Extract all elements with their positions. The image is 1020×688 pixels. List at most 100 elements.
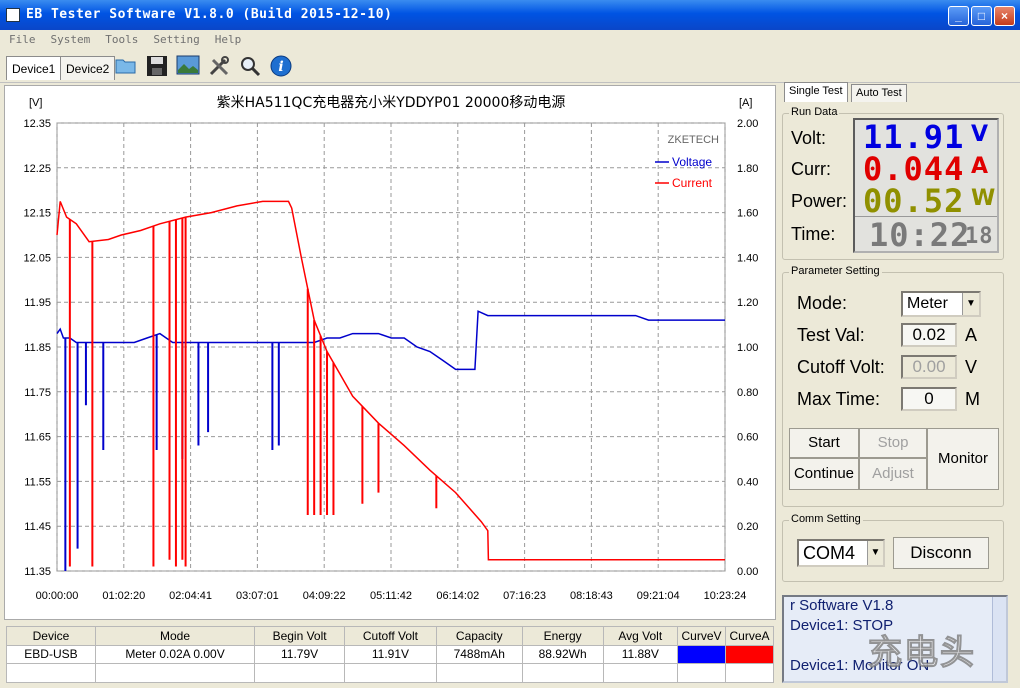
tab-device2[interactable]: Device2 [60,56,116,80]
x-tick-label: 10:23:24 [704,590,747,602]
stop-button[interactable]: Stop [859,428,927,458]
cell-capacity: 7488mAh [435,644,523,665]
curve-v-swatch[interactable] [677,644,726,665]
test-val-input[interactable]: 0.02 [901,323,957,347]
start-button[interactable]: Start [789,428,859,458]
save-icon[interactable] [145,55,169,79]
cell-energy: 88.92Wh [521,644,604,665]
time-label: Time: [791,224,836,244]
table-row [6,663,774,683]
disconnect-button[interactable]: Disconn [893,537,989,569]
log-scrollbar[interactable] [992,597,1006,681]
curve-a-swatch[interactable] [725,644,774,665]
cell-avg-volt: 11.88V [602,644,679,665]
col-curve-a: CurveA [725,626,774,646]
chevron-down-icon[interactable]: ▼ [962,293,979,315]
y2-tick-label: 1.60 [737,208,758,220]
window-title: EB Tester Software V1.8.0 (Build 2015-12… [26,7,393,22]
x-tick-label: 00:00:00 [36,590,79,602]
continue-button[interactable]: Continue [789,458,859,490]
legend-label-voltage: Voltage [672,155,712,169]
x-tick-label: 09:21:04 [637,590,680,602]
x-tick-label: 07:16:23 [503,590,546,602]
log-panel[interactable]: r Software V1.8 Device1: STOP Device1: M… [782,595,1008,683]
time-seconds: 18 [965,224,994,249]
info-icon[interactable]: i [269,55,293,79]
max-time-label: Max Time: [797,389,881,409]
cutoff-volt-unit: V [965,357,978,377]
tools-icon[interactable] [207,55,231,79]
chart-title: 紫米HA511QC充电器充小米YDDYP01 20000移动电源 [217,95,566,111]
x-tick-label: 02:04:41 [169,590,212,602]
curr-unit: A [971,154,989,179]
tab-single-test[interactable]: Single Test [784,82,848,102]
max-time-input[interactable]: 0 [901,387,957,411]
maximize-button[interactable]: □ [971,6,992,26]
volt-unit: V [971,122,989,147]
curr-value: 0.044 [863,150,965,188]
col-mode: Mode [94,626,256,646]
y-tick-label: 12.35 [23,118,51,130]
cutoff-volt-label: Cutoff Volt: [797,357,885,377]
chevron-down-icon[interactable]: ▼ [867,541,883,565]
menu-bar: File System Tools Setting Help [0,30,1020,50]
run-data-title: Run Data [789,106,840,118]
right-axis-unit: [A] [739,97,752,109]
menu-file[interactable]: File [9,33,36,46]
app-icon [6,8,20,22]
x-tick-label: 03:07:01 [236,590,279,602]
tab-auto-test[interactable]: Auto Test [851,84,907,102]
svg-text:i: i [278,59,283,75]
cell-cutoff-volt: 11.91V [344,644,437,665]
test-val-label: Test Val: [797,325,865,345]
monitor-button[interactable]: Monitor [927,428,999,490]
tab-device1[interactable]: Device1 [6,56,62,80]
power-unit: W [971,186,996,211]
col-curve-v: CurveV [677,626,726,646]
x-tick-label: 05:11:42 [370,590,412,602]
search-icon[interactable] [238,55,262,79]
cutoff-volt-input[interactable]: 0.00 [901,355,957,379]
log-line: Device1: Monitor ON [790,657,930,674]
curr-label: Curr: [791,159,831,179]
close-button[interactable]: × [994,6,1015,26]
y-tick-label: 12.25 [23,163,51,175]
y-tick-label: 11.45 [24,521,51,533]
y2-tick-label: 0.80 [737,387,758,399]
y2-tick-label: 0.20 [737,521,758,533]
adjust-button[interactable]: Adjust [859,458,927,490]
parameter-setting-group: Parameter Setting Mode: Meter ▼ Test Val… [782,265,1004,507]
log-line: r Software V1.8 [790,597,894,614]
y2-tick-label: 0.60 [737,432,758,444]
col-energy: Energy [521,626,604,646]
y-tick-label: 12.05 [23,252,51,264]
picture-icon[interactable] [176,55,200,79]
folder-icon[interactable] [114,55,138,79]
parameter-setting-title: Parameter Setting [789,265,882,277]
voltage-current-chart: 12.35 12.25 12.15 12.05 11.95 11.85 11.75 11.65… [23,95,758,602]
com-port-select[interactable]: COM4 ▼ [797,539,885,567]
menu-help[interactable]: Help [214,33,242,46]
time-value: 10:22 [869,216,971,254]
menu-setting[interactable]: Setting [153,33,200,46]
table-row[interactable]: EBD-USB Meter 0.02A 0.00V 11.79V 11.91V … [6,644,774,665]
y2-tick-label: 0.00 [737,566,758,578]
x-tick-label: 04:09:22 [303,590,346,602]
y-tick-label: 11.95 [24,297,51,309]
power-label: Power: [791,191,848,211]
y-tick-label: 11.35 [24,566,51,578]
results-table: Device Mode Begin Volt Cutoff Volt Capac… [6,626,774,683]
menu-system[interactable]: System [50,33,91,46]
title-bar: EB Tester Software V1.8.0 (Build 2015-12… [0,0,1020,30]
x-tick-label: 08:18:43 [570,590,613,602]
y-tick-label: 11.85 [24,342,51,354]
left-axis-unit: [V] [29,97,42,109]
series-line-current [56,200,725,561]
mode-select[interactable]: Meter ▼ [901,291,981,317]
menu-tools[interactable]: Tools [105,33,139,46]
lcd-display: 11.91 V 0.044 A 00.52 W 10:22 18 [853,118,999,254]
cell-begin-volt: 11.79V [254,644,346,665]
y2-tick-label: 2.00 [737,118,758,130]
minimize-button[interactable]: _ [948,6,969,26]
chart-panel: 12.35 12.25 12.15 12.05 11.95 11.85 11.75 11.65… [4,85,776,620]
